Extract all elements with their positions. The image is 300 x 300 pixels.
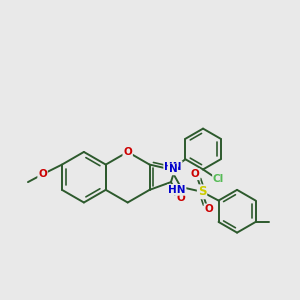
Text: HN: HN	[164, 161, 182, 172]
Text: HN: HN	[168, 185, 185, 195]
Text: O: O	[176, 193, 185, 202]
Text: O: O	[38, 169, 47, 179]
Text: N: N	[169, 164, 177, 174]
Text: O: O	[205, 204, 213, 214]
Text: O: O	[123, 147, 132, 157]
Text: Cl: Cl	[213, 174, 224, 184]
Text: S: S	[198, 185, 206, 198]
Text: O: O	[191, 169, 200, 179]
